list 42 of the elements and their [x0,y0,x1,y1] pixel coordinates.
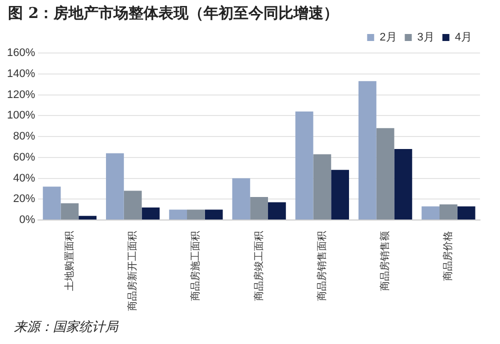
y-tick-label: 60% [13,151,36,164]
x-tick-label: 商品房新开工面积 [126,231,139,311]
bar [106,153,124,220]
legend-label: 2月 [380,32,397,44]
bar [42,186,61,220]
x-tick-label: 商品房价格 [442,231,454,281]
bar [204,210,223,220]
bar [169,210,187,220]
bar [124,190,142,220]
bar [358,81,376,220]
legend-label: 4月 [454,32,472,44]
y-tick-label: 140% [6,68,36,80]
x-tick-label: 商品房销售额 [379,231,392,291]
legend-label: 3月 [417,32,434,44]
y-tick-label: 160% [6,47,36,60]
bar [232,178,250,220]
x-tick-label: 土地购置面积 [63,231,76,291]
bar [394,149,412,220]
bar [250,197,268,220]
chart-title: 图 2：房地产市场整体表现（年初至今同比增速） [8,4,339,23]
x-tick-label: 商品房施工面积 [190,231,202,301]
bar [142,207,160,220]
bar [60,203,79,220]
bar [295,111,314,220]
bar [457,206,476,220]
bar [439,204,458,220]
y-tick-label: 80% [13,130,36,143]
bar [376,128,394,220]
bar [268,202,286,220]
y-tick-label: 20% [13,193,36,206]
y-tick-label: 40% [13,172,36,184]
bar [422,206,440,220]
bar [78,216,97,220]
source-note: 来源：国家统计局 [14,319,118,336]
bar [313,154,332,220]
x-tick-label: 商品房销售面积 [316,231,328,301]
bar [187,210,205,220]
x-tick-label: 商品房竣工面积 [252,231,265,301]
y-tick-label: 0% [19,214,36,226]
y-tick-label: 100% [6,110,36,122]
bar [331,170,350,220]
y-tick-label: 120% [6,88,36,101]
